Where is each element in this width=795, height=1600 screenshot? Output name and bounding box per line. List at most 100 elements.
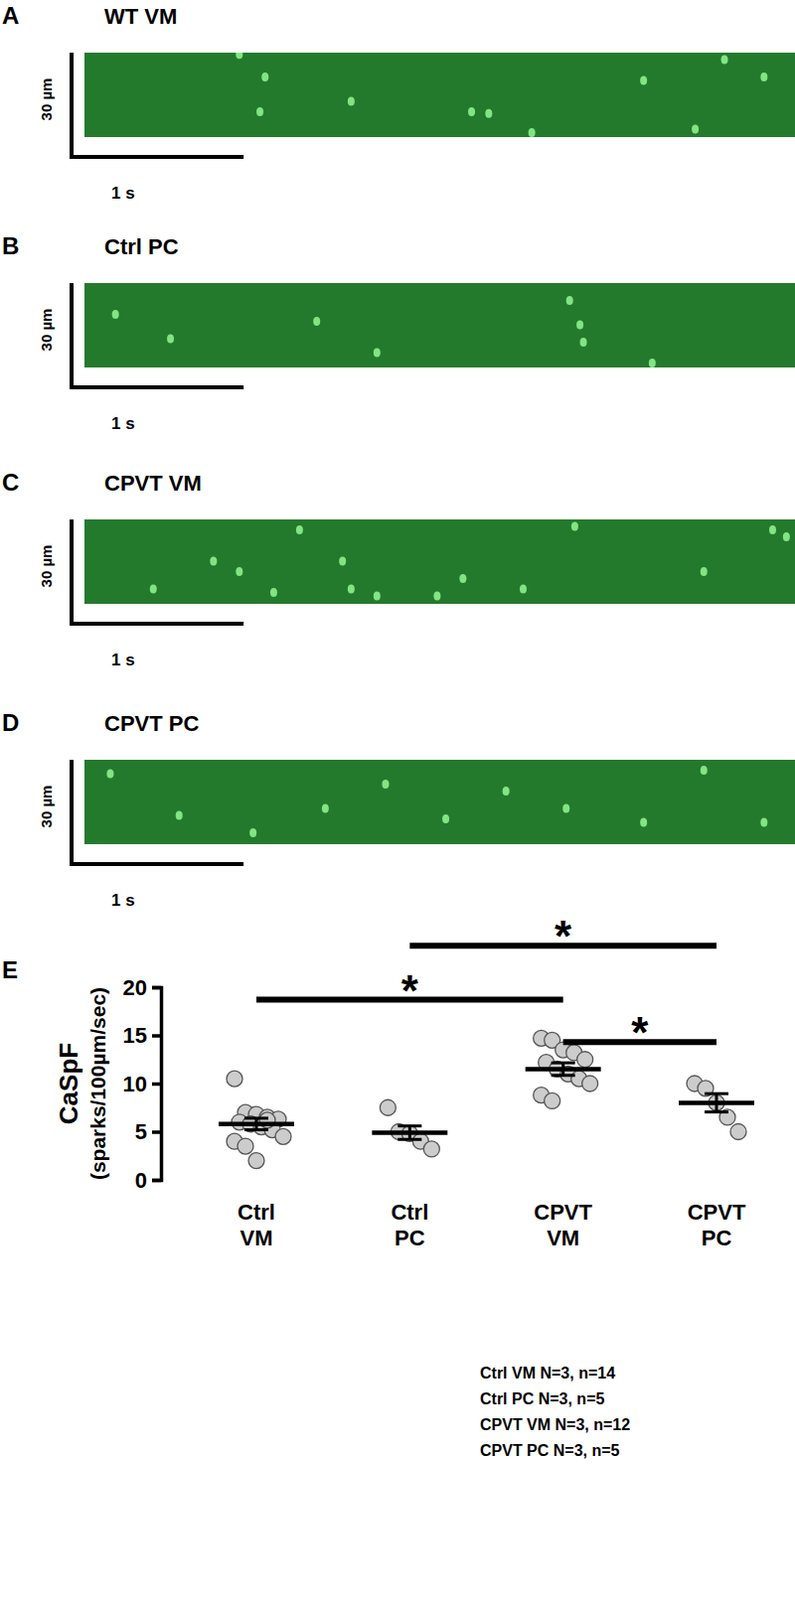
footnote: Ctrl PC N=3, n=5 (479, 1391, 605, 1409)
calcium-spark (691, 124, 699, 134)
plot-area (218, 1030, 755, 1169)
footnote: CPVT VM N=3, n=12 (479, 1417, 631, 1434)
calcium-spark (566, 296, 574, 306)
panel-title: CPVT VM (104, 471, 202, 496)
mean-line (678, 1101, 755, 1107)
sem-cap-lower (397, 1138, 422, 1142)
figure: AWT VM1 s30 µmBCtrl PC1 s30 µmCCPVT VM1 … (0, 0, 795, 1600)
scale-bar-x-label: 1 s (111, 650, 136, 670)
linescan-image (84, 519, 795, 605)
y-axis: 05101520 (123, 975, 162, 1194)
y-tick: 5 (135, 1119, 161, 1145)
calcium-spark (347, 584, 355, 594)
calcium-spark (459, 574, 467, 584)
calcium-spark (106, 769, 114, 779)
y-tick-mark (152, 1034, 161, 1039)
sem-cap-upper (704, 1093, 729, 1097)
sem-cap-lower (551, 1074, 576, 1078)
scale-bar-x-label: 1 s (111, 891, 136, 911)
y-tick-label: 20 (123, 975, 148, 1001)
calcium-spark (296, 525, 304, 535)
calcium-spark (175, 810, 183, 820)
panel-letter: C (1, 469, 19, 496)
sem-cap-upper (551, 1062, 576, 1066)
calcium-spark (166, 333, 174, 343)
significance-label: * (401, 966, 420, 1016)
data-point (237, 1138, 254, 1155)
calcium-spark (249, 828, 257, 838)
x-tick-label: CPVTPC (687, 1200, 747, 1252)
dot-plot-panel: E05101520CaSpF(sparks/100µm/sec)CtrlVMCt… (1, 912, 755, 1460)
scale-bar-y (69, 52, 74, 159)
scale-bar-x (71, 155, 244, 159)
scale-bar-y (69, 519, 74, 627)
calcium-spark (209, 556, 217, 566)
calcium-spark (484, 109, 492, 119)
significance-label: * (631, 1008, 649, 1058)
x-tick-label: CPVTVM (533, 1200, 593, 1252)
scale-bar-x-label: 1 s (111, 183, 136, 203)
calcium-spark (235, 567, 243, 577)
y-tick-label: 5 (135, 1119, 148, 1145)
data-point (544, 1093, 561, 1110)
linescan-panel: A WT VM 1 s 30 µm (1, 1, 795, 203)
scale-bar-y-label: 30 µm (37, 545, 55, 589)
scale-bar-y (69, 760, 74, 867)
y-axis-title: CaSpF(sparks/100µm/sec) (53, 987, 110, 1181)
image-background (84, 519, 795, 605)
calcium-spark (381, 780, 389, 790)
calcium-spark (639, 817, 647, 827)
data-point (248, 1153, 265, 1170)
calcium-spark (112, 310, 120, 319)
sem-cap-upper (397, 1124, 422, 1128)
y-tick: 15 (123, 1023, 161, 1049)
y-axis-title-line: CaSpF (53, 1043, 84, 1125)
calcium-spark (442, 814, 450, 824)
calcium-spark (433, 591, 441, 601)
panel-title: WT VM (104, 3, 177, 29)
panel-title: CPVT PC (104, 711, 199, 737)
calcium-spark (313, 317, 320, 326)
calcium-spark (648, 358, 656, 368)
calcium-spark (721, 54, 729, 64)
linescan-image (84, 760, 795, 845)
calcium-spark (760, 72, 768, 82)
panel-letter: B (1, 232, 19, 260)
calcium-spark (562, 803, 570, 813)
sem-cap-upper (244, 1116, 269, 1120)
data-point (577, 1052, 594, 1069)
y-tick-mark (152, 1083, 161, 1088)
data-point (582, 1076, 599, 1093)
sem-cap-lower (704, 1111, 729, 1114)
scale-bar-x (71, 862, 244, 867)
calcium-spark (528, 128, 536, 138)
scale-bar-y-label: 30 µm (37, 309, 55, 352)
x-tick-label: CtrlPC (390, 1200, 429, 1252)
calcium-spark (769, 525, 777, 535)
calcium-spark (571, 521, 579, 531)
calcium-spark (639, 75, 647, 85)
y-tick-mark (152, 1130, 161, 1135)
calcium-spark (502, 787, 510, 796)
x-tick-label: CtrlVM (237, 1200, 276, 1252)
calcium-spark (700, 766, 708, 776)
y-tick-label: 15 (123, 1023, 148, 1049)
linescan-panel: C CPVT VM 1 s 30 µm (1, 469, 795, 670)
calcium-spark (261, 72, 269, 82)
data-point (423, 1141, 440, 1158)
data-point (379, 1100, 396, 1116)
calcium-spark (580, 337, 588, 347)
calcium-spark (373, 591, 381, 601)
calcium-spark (468, 107, 476, 117)
y-tick-mark (152, 1179, 161, 1184)
panel-letter: A (1, 1, 19, 29)
calcium-spark (256, 107, 264, 117)
mean-line (218, 1121, 295, 1127)
linescan-image (84, 283, 795, 368)
image-background (84, 52, 795, 138)
y-tick: 0 (135, 1168, 161, 1194)
scale-bar-x (71, 622, 244, 627)
calcium-spark (235, 52, 243, 59)
footnote: CPVT PC N=3, n=5 (479, 1442, 621, 1460)
scale-bar-y-label: 30 µm (37, 78, 55, 122)
